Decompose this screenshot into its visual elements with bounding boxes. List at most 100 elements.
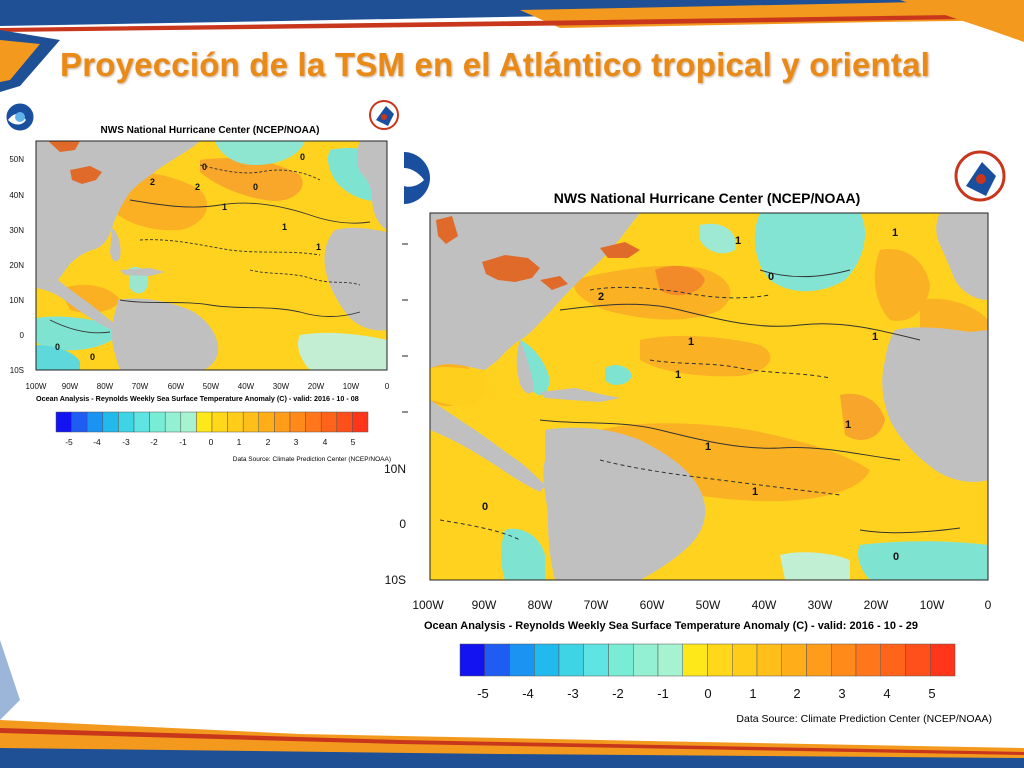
- bottom-red-stripe: [0, 728, 1024, 755]
- large-contour-label: 0: [768, 271, 774, 283]
- small-map: NWS National Hurricane Center (NCEP/NOAA…: [5, 100, 399, 463]
- lon-tick-label: 90W: [62, 382, 79, 391]
- lon-tick-label: 60W: [640, 598, 665, 612]
- colorbar-swatch: [180, 411, 197, 433]
- lon-tick-label: 50W: [203, 382, 220, 391]
- colorbar-swatch: [289, 411, 306, 433]
- colorbar-label: 2: [793, 686, 800, 701]
- colorbar-swatch: [305, 411, 322, 433]
- lon-tick-label: 30W: [273, 382, 290, 391]
- small-map-field: [36, 141, 387, 370]
- colorbar-swatch: [258, 411, 275, 433]
- large-map-field: [430, 213, 988, 580]
- colorbar-swatch: [682, 643, 708, 677]
- large-st-lawrence: [600, 242, 640, 258]
- large-cool-patch-north-small: [700, 223, 736, 254]
- colorbar-swatch: [320, 411, 338, 433]
- large-colorbar-labels: -5 -4 -3 -2 -1 0 1 2 3 4 5: [477, 686, 935, 701]
- large-contour-label: 1: [845, 419, 851, 431]
- colorbar-label: -2: [150, 437, 158, 447]
- colorbar-label: -1: [179, 437, 187, 447]
- colorbar-swatch: [509, 643, 535, 677]
- lon-tick-label: 90W: [472, 598, 497, 612]
- nws-logo: [369, 100, 399, 130]
- large-contour-label: 1: [752, 486, 758, 498]
- small-data-source: Data Source: Climate Prediction Center (…: [233, 456, 391, 463]
- large-contour-label: 2: [598, 291, 604, 303]
- lon-tick-label: 80W: [528, 598, 553, 612]
- colorbar-label: 0: [704, 686, 711, 701]
- small-lat-labels: 50N 40N 30N 20N 10N 0 10S: [9, 155, 24, 375]
- lon-tick-label: 40W: [752, 598, 777, 612]
- top-red-stripe: [0, 14, 1024, 32]
- colorbar-swatch: [102, 411, 119, 433]
- large-contour-label: 1: [872, 331, 878, 343]
- lon-tick-label: 60W: [168, 382, 185, 391]
- large-lat-ticks: [402, 243, 408, 413]
- colorbar-swatch: [905, 643, 931, 677]
- colorbar-label: -1: [657, 686, 669, 701]
- small-contour-label: 2: [195, 182, 200, 192]
- colorbar-swatch: [352, 411, 369, 433]
- large-cool-patch-se-coast: [519, 340, 550, 396]
- lat-tick-label: 0: [399, 517, 406, 531]
- large-data-source: Data Source: Climate Prediction Center (…: [736, 713, 992, 725]
- small-contour-1: [129, 199, 371, 224]
- colorbar-swatch: [534, 643, 560, 677]
- lat-tick-label: 10S: [10, 366, 24, 375]
- small-cool-patch-north: [215, 141, 305, 165]
- lon-tick-label: 20W: [308, 382, 325, 391]
- left-bottom-blue: [0, 640, 20, 720]
- lon-tick-label: 0: [385, 382, 390, 391]
- colorbar-swatch: [707, 643, 733, 677]
- large-cool-patch-eq-s: [780, 552, 850, 580]
- small-africa: [324, 227, 387, 331]
- large-warm-patch-east: [874, 249, 930, 321]
- colorbar-swatch: [558, 643, 584, 677]
- colorbar-swatch: [336, 411, 353, 433]
- colorbar-swatch: [756, 643, 782, 677]
- colorbar-swatch: [781, 643, 807, 677]
- colorbar-label: 3: [838, 686, 845, 701]
- left-top-orange: [0, 40, 40, 82]
- small-hudson-bay: [48, 141, 80, 152]
- small-contour-2: [139, 239, 321, 256]
- colorbar-swatch: [880, 643, 906, 677]
- colorbar-label: -3: [122, 437, 130, 447]
- colorbar-swatch: [133, 411, 150, 433]
- lon-tick-label: 0: [985, 598, 992, 612]
- small-warm-patch-2: [200, 158, 303, 201]
- colorbar-label: 5: [351, 437, 356, 447]
- colorbar-swatch: [855, 643, 881, 677]
- noaa-logo: [404, 152, 430, 204]
- colorbar-label: -4: [522, 686, 534, 701]
- lon-tick-label: 30W: [808, 598, 833, 612]
- large-contour-1: [559, 303, 921, 341]
- large-map-frame: [429, 212, 989, 581]
- colorbar-swatch: [211, 411, 228, 433]
- large-contour-label: 1: [675, 369, 681, 381]
- colorbar-label: 5: [928, 686, 935, 701]
- large-colorbar: [459, 643, 956, 677]
- colorbar-swatch: [732, 643, 758, 677]
- small-map-header: NWS National Hurricane Center (NCEP/NOAA…: [101, 125, 320, 136]
- large-contour-8: [439, 519, 521, 541]
- colorbar-swatch: [71, 411, 88, 433]
- small-caribbean-islands: [120, 268, 165, 276]
- colorbar-swatch: [657, 643, 683, 677]
- lat-tick-label: 10S: [385, 573, 406, 587]
- small-contour-label: 1: [222, 202, 227, 212]
- small-cool-patch-eq: [36, 316, 120, 351]
- large-map: NWS National Hurricane Center (NCEP/NOAA…: [384, 150, 1006, 725]
- lon-tick-label: 80W: [97, 382, 114, 391]
- colorbar-swatch: [227, 411, 244, 433]
- large-mexico-central-america: [430, 400, 545, 492]
- small-contour-label: 0: [55, 342, 60, 352]
- small-contour-label: 0: [90, 352, 95, 362]
- large-cool-patch-mid: [605, 365, 632, 385]
- large-great-lakes: [482, 255, 540, 282]
- lon-tick-label: 40W: [238, 382, 255, 391]
- colorbar-swatch: [242, 411, 260, 433]
- colorbar-label: 1: [749, 686, 756, 701]
- colorbar-swatch: [633, 643, 659, 677]
